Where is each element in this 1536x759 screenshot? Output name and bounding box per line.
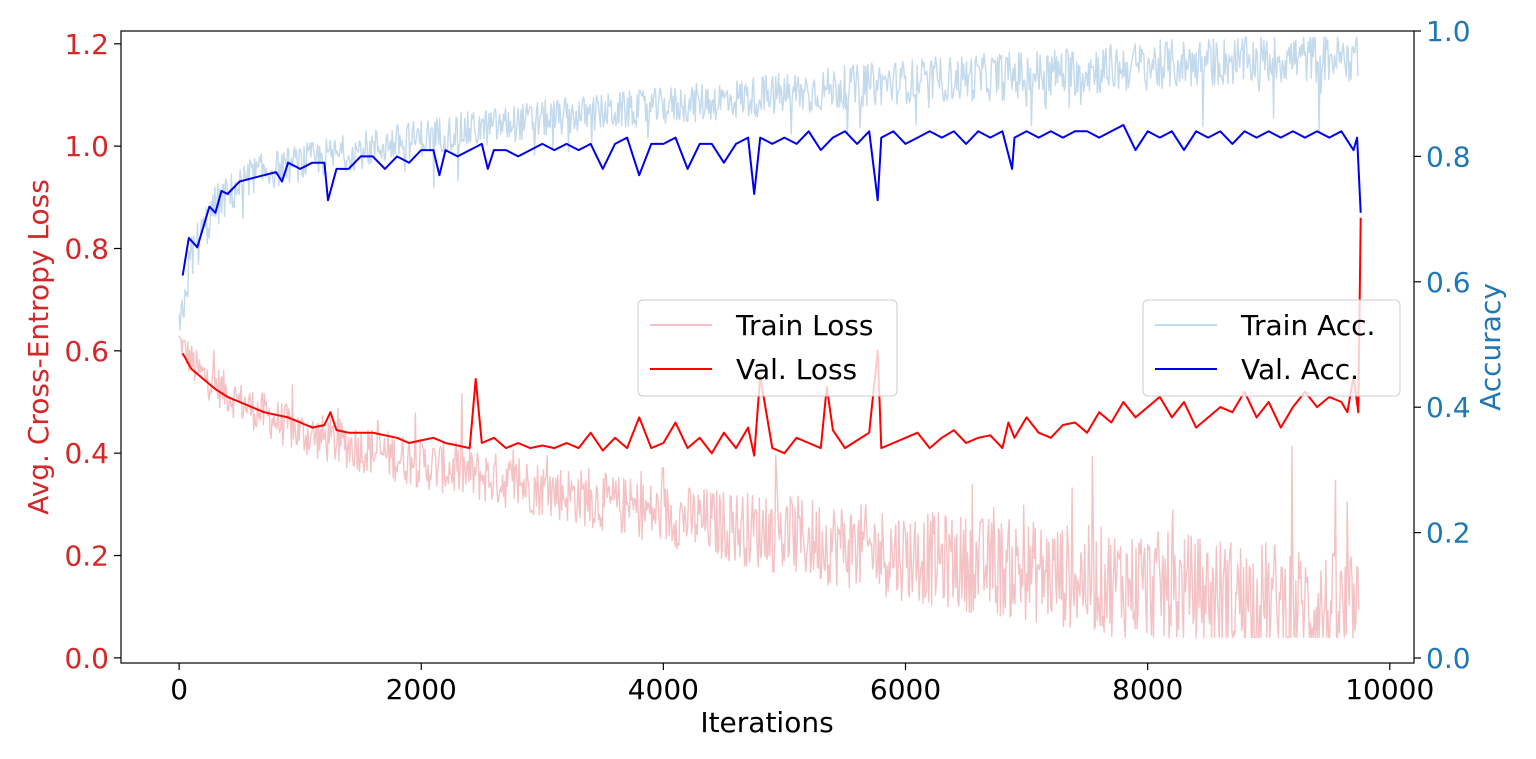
plot-area-frame — [120, 30, 1415, 664]
y-right-tick-label: 0.6 — [1426, 266, 1471, 299]
series-layer — [178, 36, 1362, 639]
y-right-tick-label: 0.8 — [1426, 140, 1471, 173]
x-tick-label: 4000 — [628, 673, 699, 706]
y-left-tick-label: 0.8 — [64, 232, 109, 265]
legend-train-acc-label: Train Acc. — [1240, 309, 1375, 342]
series-line-val-acc — [181, 124, 1362, 276]
y-axis-left-label: Avg. Cross-Entropy Loss — [22, 179, 55, 515]
series-line-val-loss — [181, 217, 1362, 457]
y-right-tick-label: 0.4 — [1426, 391, 1471, 424]
x-tick-label: 0 — [170, 673, 188, 706]
axes-layer: 0 2000 4000 6000 8000 100000.00.20.40.60.81.0… — [64, 15, 1470, 706]
legend-acc: Train Acc. Val. Acc. — [1142, 299, 1401, 397]
y-left-tick-label: 0.4 — [64, 437, 109, 470]
x-tick-label: 8000 — [1112, 673, 1183, 706]
y-right-tick-label: 0.0 — [1426, 642, 1471, 675]
y-left-tick-label: 1.0 — [64, 130, 109, 163]
legend-val-loss-label: Val. Loss — [736, 353, 857, 386]
y-left-tick-label: 0.0 — [64, 642, 109, 675]
series-line-train-acc — [178, 36, 1359, 331]
y-left-tick-label: 0.2 — [64, 540, 109, 573]
y-left-tick-label: 0.6 — [64, 335, 109, 368]
legend-val-acc-label: Val. Acc. — [1241, 353, 1359, 386]
series-line-train-loss — [178, 335, 1360, 639]
x-tick-label: 10000 — [1345, 673, 1434, 706]
x-axis-label: Iterations — [700, 706, 833, 739]
y-left-tick-label: 1.2 — [64, 28, 109, 61]
y-right-tick-label: 0.2 — [1426, 517, 1471, 550]
y-right-tick-label: 1.0 — [1426, 15, 1471, 48]
legend-train-loss-label: Train Loss — [735, 309, 874, 342]
x-tick-label: 2000 — [386, 673, 457, 706]
x-tick-label: 6000 — [870, 673, 941, 706]
legend-loss: Train Loss Val. Loss — [637, 299, 898, 397]
y-axis-right-label: Accuracy — [1474, 283, 1507, 411]
